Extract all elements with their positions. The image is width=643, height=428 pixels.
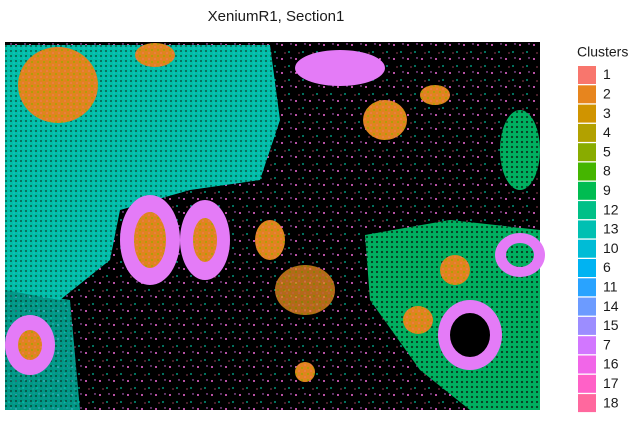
legend-swatch <box>578 104 596 123</box>
legend-swatch <box>578 316 596 335</box>
legend-label: 2 <box>603 86 611 102</box>
legend-label: 11 <box>603 279 618 295</box>
legend-swatch <box>578 201 596 220</box>
legend-label: 4 <box>603 124 611 140</box>
legend-label: 8 <box>603 163 611 179</box>
tissue-panel <box>5 42 545 410</box>
legend-swatch <box>578 239 596 258</box>
legend-swatch <box>578 374 596 393</box>
legend-swatch <box>578 259 596 277</box>
legend-label: 7 <box>603 336 611 352</box>
legend-label: 16 <box>603 356 619 372</box>
legend-label: 14 <box>603 298 619 314</box>
legend-swatch <box>578 181 596 200</box>
legend-label: 15 <box>603 317 619 333</box>
legend-swatch <box>578 85 596 104</box>
legend-swatch <box>578 278 596 297</box>
legend-label: 12 <box>603 201 619 217</box>
legend-label: 3 <box>603 105 611 121</box>
legend-swatch <box>578 143 596 162</box>
legend-label: 9 <box>603 182 611 198</box>
legend-swatch <box>578 123 596 142</box>
legend-swatch <box>578 162 596 181</box>
legend-label: 1 <box>603 66 611 82</box>
legend-label: 18 <box>603 394 619 410</box>
legend-swatch <box>578 336 596 355</box>
legend-label: 17 <box>603 375 619 391</box>
legend-label: 10 <box>603 240 619 256</box>
legend-swatch <box>578 220 596 239</box>
legend-label: 13 <box>603 221 619 237</box>
legend-swatch <box>578 297 596 316</box>
chart-title: XeniumR1, Section1 <box>208 8 345 25</box>
legend-swatch <box>578 394 596 413</box>
legend-label: 6 <box>603 259 611 275</box>
legend-label: 5 <box>603 143 611 159</box>
legend-swatch <box>578 66 596 84</box>
legend-title: Clusters <box>577 44 628 60</box>
legend-swatch <box>578 355 596 374</box>
